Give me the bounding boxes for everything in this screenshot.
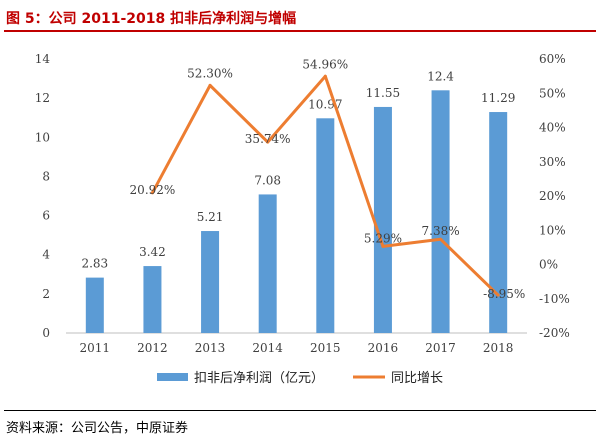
bar-data-label: 2.83 xyxy=(81,257,108,271)
right-tick-label: -20% xyxy=(539,326,570,340)
right-tick-label: 40% xyxy=(539,121,566,135)
bar-data-label: 11.55 xyxy=(366,86,400,100)
bar xyxy=(316,118,335,334)
bar xyxy=(489,112,508,333)
legend-label-line: 同比增长 xyxy=(391,371,443,386)
left-tick-label: 14 xyxy=(35,52,51,66)
x-tick-label: 2016 xyxy=(368,341,399,355)
line-data-label: 52.30% xyxy=(187,66,233,80)
line-point xyxy=(496,293,500,297)
source-note: 资料来源：公司公告，中原证券 xyxy=(6,421,189,436)
x-tick-label: 2015 xyxy=(310,341,341,355)
bar-data-label: 12.4 xyxy=(427,69,454,83)
bar xyxy=(431,90,450,333)
left-tick-label: 6 xyxy=(42,209,50,223)
left-tick-label: 2 xyxy=(42,287,50,301)
bar xyxy=(85,277,104,333)
figure-title: 图 5：公司 2011-2018 扣非后净利润与增幅 xyxy=(6,11,297,27)
right-tick-label: 60% xyxy=(539,52,566,66)
legend-label-bar: 扣非后净利润（亿元） xyxy=(194,371,324,386)
bar-data-label: 7.08 xyxy=(254,173,281,187)
line-point xyxy=(439,237,443,241)
line-point xyxy=(208,83,212,87)
line-series xyxy=(150,74,500,297)
line-data-label: 54.96% xyxy=(302,57,348,71)
line-point xyxy=(266,140,270,144)
x-tick-label: 2017 xyxy=(425,341,456,355)
bar xyxy=(201,231,220,333)
bar xyxy=(373,106,392,333)
line-data-label: 20.92% xyxy=(130,183,176,197)
right-tick-label: 10% xyxy=(539,223,566,237)
line-data-label: -8.95% xyxy=(483,287,525,301)
bar-series xyxy=(85,90,508,334)
line-point xyxy=(150,191,154,195)
line-data-label: 5.29% xyxy=(364,231,402,245)
left-tick-label: 12 xyxy=(35,91,50,105)
legend: 扣非后净利润（亿元） 同比增长 xyxy=(157,371,443,386)
line-data-label: 7.38% xyxy=(422,224,460,238)
x-tick-label: 2012 xyxy=(137,341,168,355)
left-tick-label: 0 xyxy=(42,326,50,340)
bar-data-label: 5.21 xyxy=(197,210,224,224)
left-axis-ticks: 0 2 4 6 8 10 12 14 xyxy=(35,52,51,340)
right-tick-label: 20% xyxy=(539,189,566,203)
x-tick-label: 2011 xyxy=(80,341,111,355)
bar-data-label: 11.29 xyxy=(481,91,515,105)
right-tick-label: 30% xyxy=(539,155,566,169)
x-tick-label: 2013 xyxy=(195,341,226,355)
bar-data-label: 3.42 xyxy=(139,245,166,259)
bar xyxy=(258,194,277,333)
left-tick-label: 4 xyxy=(42,248,50,262)
right-tick-label: 50% xyxy=(539,86,566,100)
left-tick-label: 10 xyxy=(35,130,50,144)
left-tick-label: 8 xyxy=(42,169,50,183)
right-tick-label: -10% xyxy=(539,292,570,306)
line-data-labels: 20.92% 52.30% 35.74% 54.96% 5.29% 7.38% -8.95% xyxy=(130,57,526,301)
right-tick-label: 0% xyxy=(539,258,558,272)
x-tick-label: 2014 xyxy=(252,341,283,355)
title-rule xyxy=(4,30,596,32)
bar xyxy=(143,266,162,333)
line-point xyxy=(381,244,385,248)
right-axis-ticks: -20% -10% 0% 10% 20% 30% 40% 50% 60% xyxy=(539,52,570,340)
legend-swatch-bar xyxy=(157,373,188,381)
x-axis-ticks: 2011 2012 2013 2014 2015 2016 2017 2018 xyxy=(80,341,514,355)
x-tick-label: 2018 xyxy=(483,341,514,355)
footer-rule xyxy=(4,410,596,411)
line-data-label: 35.74% xyxy=(245,132,291,146)
line-point xyxy=(323,74,327,78)
